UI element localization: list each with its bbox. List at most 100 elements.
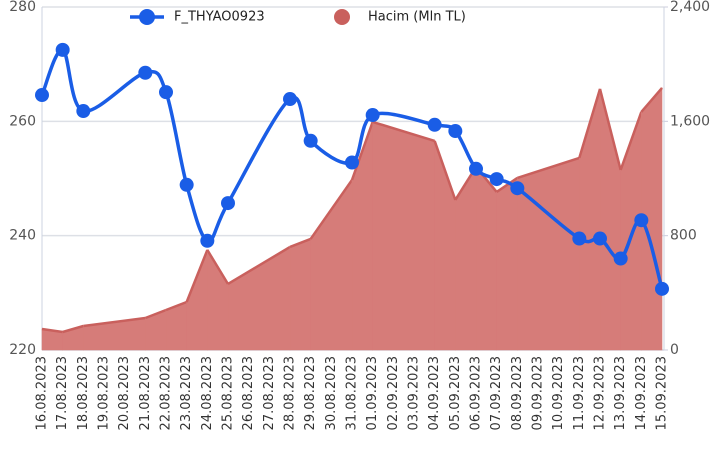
- area-edge: [185, 249, 209, 303]
- area-segment: [227, 246, 291, 351]
- area-edge: [41, 327, 63, 334]
- line-segment: [61, 48, 85, 113]
- area-edge: [495, 176, 519, 193]
- x-tick-label: 07.09.2023: [489, 356, 504, 430]
- y2-tick-label: 1,600: [670, 113, 710, 129]
- x-tick-label: 20.08.2023: [117, 356, 132, 430]
- area-segment: [496, 177, 518, 351]
- area-edge: [578, 88, 602, 159]
- area-segment: [289, 238, 311, 351]
- x-tick-label: 15.09.2023: [655, 356, 670, 430]
- area-segment: [310, 178, 353, 351]
- line-marker: [655, 281, 669, 296]
- x-tick-label: 13.09.2023: [613, 356, 628, 430]
- y2-tick-label: 0: [670, 342, 679, 358]
- legend-label: F_THYAO0923: [174, 10, 265, 25]
- line-marker: [365, 108, 380, 123]
- area-segment: [579, 88, 601, 351]
- x-tick-label: 26.08.2023: [241, 356, 256, 430]
- line-marker: [179, 177, 194, 192]
- line-series: [35, 42, 669, 296]
- x-tick-label: 09.09.2023: [531, 356, 546, 430]
- line-marker: [510, 181, 525, 196]
- area-segment: [475, 166, 497, 351]
- area-edge: [598, 88, 622, 171]
- x-tick-label: 01.09.2023: [365, 356, 380, 430]
- line-marker: [55, 42, 70, 57]
- line-marker: [427, 117, 442, 132]
- legend-label: Hacim (Mln TL): [368, 10, 466, 25]
- line-marker: [469, 161, 483, 176]
- area-edge: [83, 316, 146, 328]
- line-marker: [448, 124, 463, 139]
- area-edge: [206, 249, 230, 285]
- area-segment: [186, 249, 208, 351]
- x-tick-label: 12.09.2023: [593, 356, 608, 430]
- line-marker: [613, 251, 628, 266]
- x-tick-label: 28.08.2023: [283, 356, 298, 430]
- x-tick-label: 03.09.2023: [407, 356, 422, 430]
- x-tick-label: 14.09.2023: [634, 356, 649, 430]
- x-tick-label: 06.09.2023: [469, 356, 484, 430]
- area-edge: [309, 179, 354, 240]
- area-edge: [433, 140, 457, 201]
- area-edge: [289, 237, 312, 249]
- x-tick-label: 17.08.2023: [55, 356, 70, 430]
- line-marker: [138, 65, 153, 80]
- x-tick-label: 19.08.2023: [97, 356, 112, 430]
- line-marker: [35, 88, 49, 103]
- line-marker: [76, 104, 91, 119]
- line-marker: [593, 231, 607, 246]
- x-tick-label: 08.09.2023: [510, 356, 525, 430]
- x-tick-label: 21.08.2023: [138, 356, 153, 430]
- x-tick-label: 02.09.2023: [386, 356, 401, 430]
- area-segment: [372, 121, 435, 351]
- x-tick-label: 04.09.2023: [427, 356, 442, 430]
- x-tick-label: 30.08.2023: [324, 356, 339, 430]
- y-tick-label: 240: [9, 228, 36, 244]
- line-segment: [226, 97, 292, 204]
- area-edge: [227, 245, 291, 286]
- line-marker: [159, 85, 173, 100]
- y-tick-label: 260: [9, 113, 36, 129]
- area-edge: [62, 324, 84, 334]
- x-tick-label: 25.08.2023: [221, 356, 236, 430]
- x-tick-label: 11.09.2023: [572, 356, 587, 430]
- line-segment: [164, 91, 189, 186]
- x-tick-label: 29.08.2023: [303, 356, 318, 430]
- y-tick-label: 220: [9, 342, 36, 358]
- y2-tick-label: 2,400: [670, 0, 710, 15]
- area-series: [41, 87, 663, 351]
- line-marker: [345, 155, 359, 170]
- line-segment: [40, 48, 65, 96]
- line-segment: [184, 184, 209, 243]
- line-marker: [221, 196, 235, 211]
- y2-tick-label: 800: [670, 228, 697, 244]
- legend-marker: [334, 9, 350, 25]
- x-tick-label: 18.08.2023: [76, 356, 91, 430]
- line-segment: [371, 111, 436, 127]
- y-tick-label: 280: [9, 0, 36, 15]
- line-marker: [489, 172, 504, 187]
- area-segment: [620, 111, 642, 351]
- x-tick-label: 10.09.2023: [551, 356, 566, 430]
- area-edge: [516, 156, 580, 180]
- x-tick-label: 31.08.2023: [345, 356, 360, 430]
- area-edge: [640, 87, 663, 113]
- x-tick-label: 22.08.2023: [159, 356, 174, 430]
- area-edge: [350, 121, 374, 181]
- line-marker: [283, 92, 297, 107]
- x-tick-label: 05.09.2023: [448, 356, 463, 430]
- line-marker: [200, 233, 215, 248]
- x-tick-label: 23.08.2023: [179, 356, 194, 430]
- area-edge: [144, 308, 167, 320]
- area-edge: [165, 300, 188, 312]
- area-edge: [372, 120, 436, 143]
- x-tick-label: 27.08.2023: [262, 356, 277, 430]
- x-tick-label: 24.08.2023: [200, 356, 215, 430]
- line-segment: [82, 71, 146, 113]
- x-tick-label: 16.08.2023: [35, 356, 50, 430]
- line-marker: [303, 133, 318, 148]
